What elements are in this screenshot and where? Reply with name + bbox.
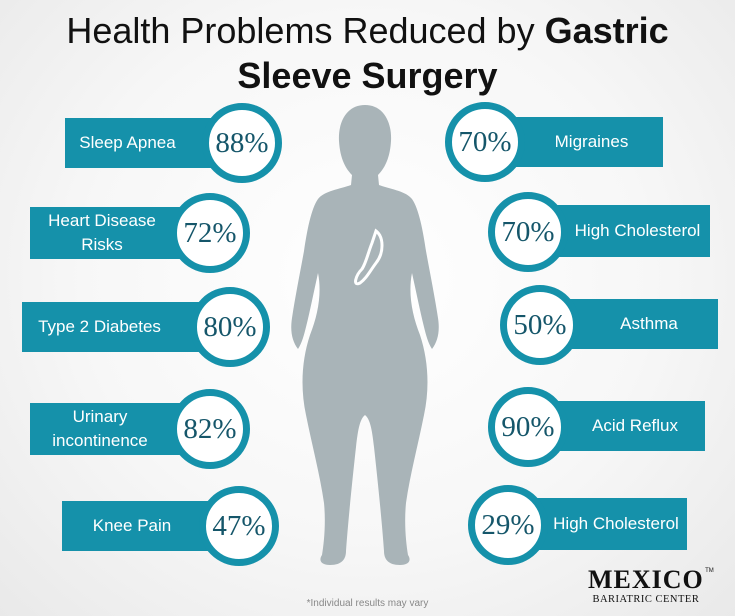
bar-heart-disease: Heart Disease Risks [30,207,210,259]
percent-badge-high-cholesterol-2: 29% [468,485,548,565]
title-line-1: Health Problems Reduced by Gastric [0,8,735,53]
logo-trademark: TM [705,568,714,574]
percent-badge-high-cholesterol-1: 70% [488,192,568,272]
percent-badge-sleep-apnea: 88% [202,103,282,183]
label-sleep-apnea: Sleep Apnea [79,133,176,152]
percent-badge-acid-reflux: 90% [488,387,568,467]
percent-badge-heart-disease: 72% [170,193,250,273]
label-urinary-incontinence: Urinary incontinence [52,407,148,450]
footnote: *Individual results may vary [306,598,429,609]
label-acid-reflux: Acid Reflux [592,416,678,435]
label-migraines: Migraines [554,132,629,151]
label-asthma: Asthma [620,314,678,333]
label-heart-disease: Heart Disease Risks [48,211,156,254]
bar-type-2-diabetes: Type 2 Diabetes [22,302,217,352]
brand-logo: MEXICO BARIATRIC CENTER TM [588,565,714,606]
title-line-2: Sleeve Surgery [237,55,498,96]
percent-badge-asthma: 50% [500,285,580,365]
label-high-cholesterol-2: High Cholesterol [553,514,679,533]
label-type-2-diabetes: Type 2 Diabetes [38,317,161,336]
label-knee-pain: Knee Pain [92,516,172,535]
percent-badge-migraines: 70% [445,102,525,182]
body-silhouette-icon [291,105,439,565]
percent-badge-knee-pain: 47% [199,486,279,566]
title-prefix: Health Problems Reduced by [66,10,545,51]
title-bold: Gastric [544,10,669,51]
logo-main: MEXICO [588,565,704,594]
page-title: Health Problems Reduced by Gastric Sleev… [0,8,735,98]
label-high-cholesterol-1: High Cholesterol [574,221,701,240]
percent-badge-type-2-diabetes: 80% [190,287,270,367]
percent-badge-urinary-incontinence: 82% [170,389,250,469]
logo-sub: BARIATRIC CENTER [592,594,700,605]
